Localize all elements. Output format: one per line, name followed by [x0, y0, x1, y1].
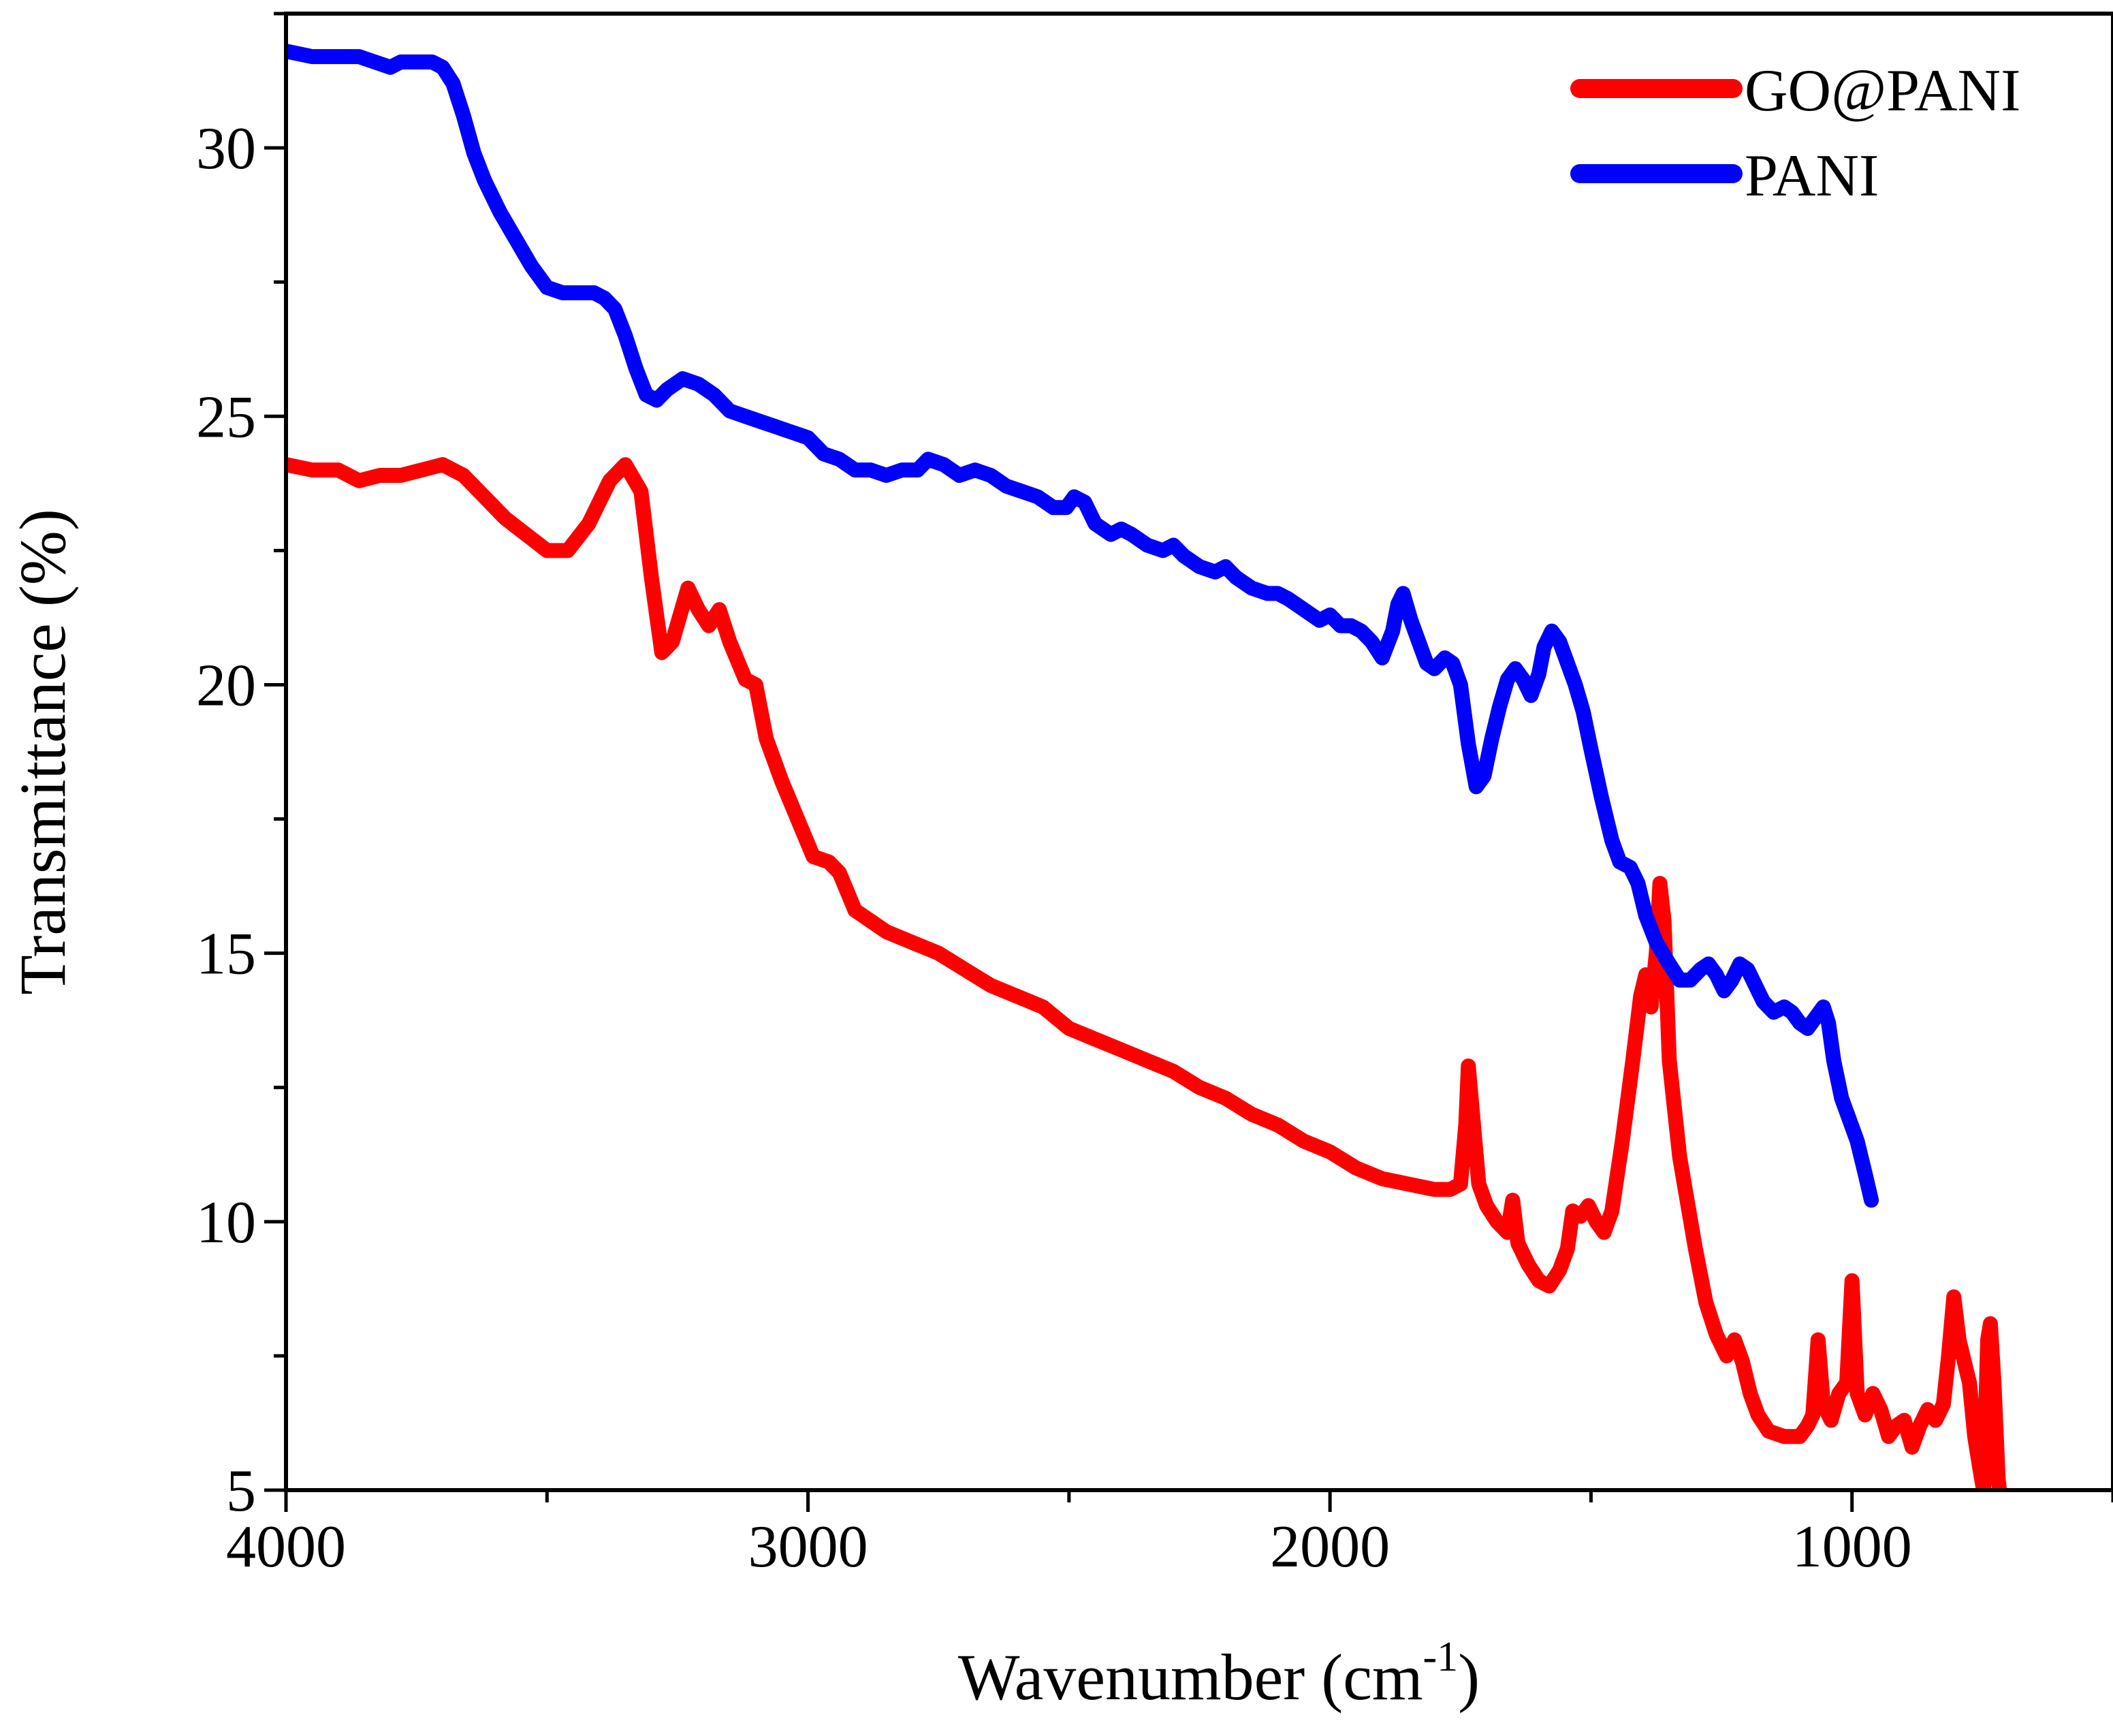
legend-label-goapani: GO@PANI	[1745, 58, 2020, 124]
x-tick-label: 2000	[1270, 1514, 1390, 1580]
series-line-go-pani	[286, 457, 2007, 1490]
axis-tick-labels: 4000 3000 2000 1000 5 10 15 20 25 30	[196, 116, 1912, 1580]
y-tick-label: 15	[196, 921, 256, 988]
series-line-pani	[286, 44, 1879, 1208]
y-tick-label: 5	[226, 1458, 256, 1524]
y-axis-title: Transmittance (%)	[6, 509, 79, 995]
x-tick-label: 1000	[1792, 1514, 1912, 1580]
x-axis-title-main: Wavenumber (cm	[958, 1641, 1423, 1714]
legend-label-pani: PANI	[1745, 143, 1879, 209]
axis-ticks	[264, 12, 2113, 1512]
x-axis-title-close: )	[1458, 1641, 1480, 1714]
series-layer	[286, 44, 2007, 1490]
legend: GO@PANI PANI	[1570, 58, 2020, 209]
x-tick-label: 3000	[748, 1514, 868, 1580]
x-axis-title: Wavenumber (cm-1)	[958, 1634, 1480, 1714]
y-tick-label: 20	[196, 652, 256, 719]
y-tick-label: 25	[196, 384, 256, 450]
x-axis-title-superscript: -1	[1423, 1634, 1459, 1680]
plot-frame	[284, 12, 2113, 1492]
y-tick-label: 30	[196, 116, 256, 182]
y-tick-label: 10	[196, 1190, 256, 1256]
x-tick-label: 4000	[226, 1514, 346, 1580]
